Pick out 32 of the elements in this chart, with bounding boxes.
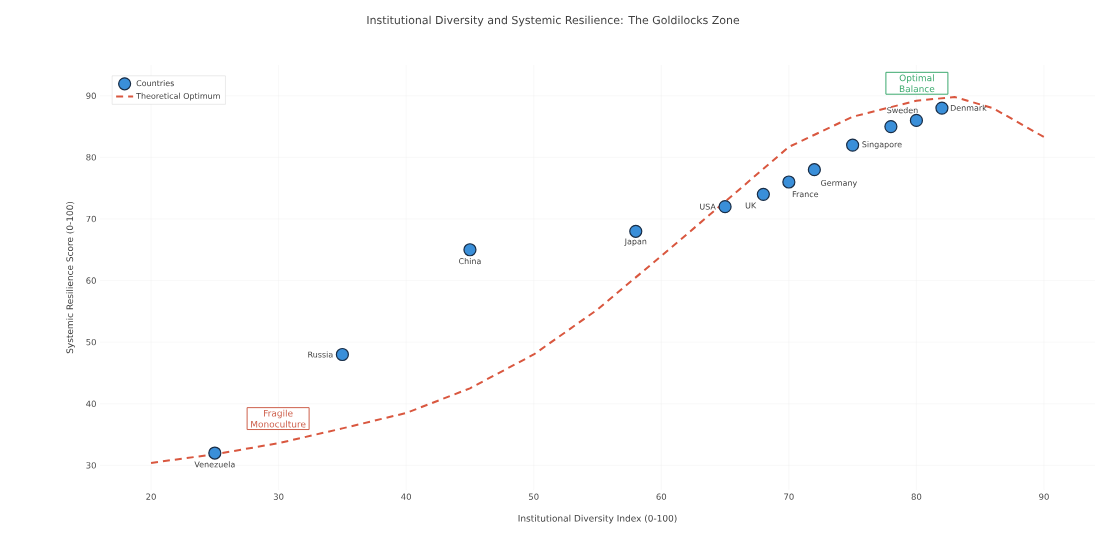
- point: [935, 101, 949, 115]
- x-tick-label: 80: [911, 493, 922, 500]
- point: [807, 163, 821, 177]
- y-tick-label: 50: [86, 338, 96, 346]
- point: [335, 347, 349, 362]
- x-tick-label: 30: [273, 493, 284, 500]
- x-tick-label: 60: [656, 493, 667, 500]
- point: [884, 119, 898, 134]
- y-tick-label: 70: [86, 215, 96, 223]
- point: [629, 224, 643, 238]
- y-tick-label: 90: [86, 92, 96, 99]
- point: [208, 446, 222, 460]
- point: [463, 243, 477, 257]
- x-tick-label: 20: [146, 493, 156, 500]
- chart-title: Institutional Diversity and Systemic Resilience: The Goldilocks Zone: [367, 15, 740, 27]
- x-tick-label: 90: [1039, 493, 1049, 500]
- y-tick-label: 80: [86, 154, 96, 161]
- x-tick-label: 40: [401, 493, 411, 500]
- y-axis-title: Systemic Resilience Score (0-100): [66, 201, 75, 354]
- point: [909, 113, 924, 128]
- x-axis-title: Institutional Diversity Index (0-100): [518, 514, 677, 524]
- point: [846, 138, 860, 152]
- point: [782, 175, 796, 189]
- annotation: Optimal Balance: [899, 74, 935, 93]
- y-tick-label: 60: [86, 277, 96, 284]
- y-tick-label: 40: [86, 400, 96, 407]
- x-tick-label: 50: [528, 493, 539, 500]
- y-tick-label: 30: [86, 462, 96, 469]
- annotation: Fragile Monoculture: [251, 409, 306, 428]
- x-tick-label: 70: [784, 493, 794, 500]
- point: [718, 200, 732, 214]
- point: [756, 187, 770, 201]
